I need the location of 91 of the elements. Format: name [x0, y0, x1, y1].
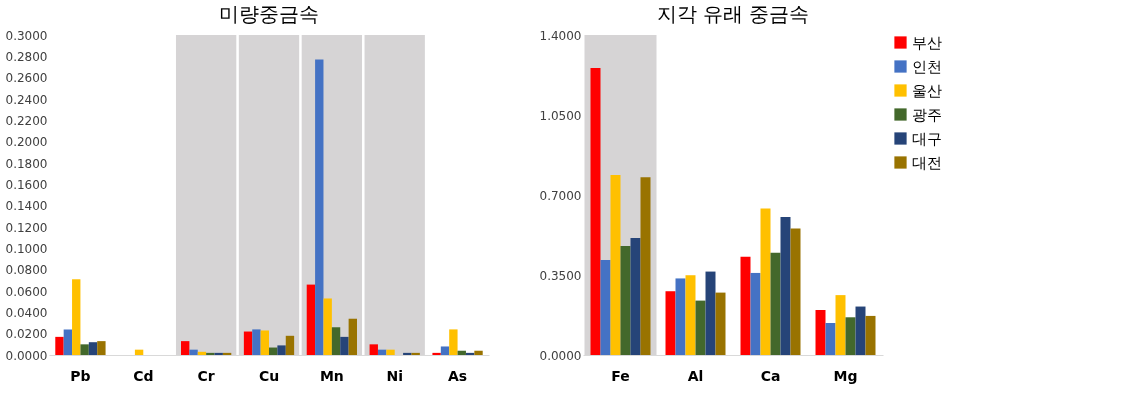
x-tick-label: Ni [386, 367, 403, 384]
bar [340, 336, 349, 355]
y-tick-label: 1.0500 [539, 108, 582, 123]
bar [865, 315, 876, 355]
y-tick-label: 0.0600 [5, 284, 48, 299]
bar [695, 300, 706, 355]
y-tick-label: 0.3500 [539, 268, 582, 283]
bar [835, 295, 846, 355]
bar [620, 245, 631, 355]
y-tick-label: 0.1600 [5, 177, 48, 192]
bar [790, 228, 801, 355]
legend-label: 울산 [912, 81, 942, 100]
x-tick-label: Mg [833, 367, 858, 384]
y-tick-label: 0.2600 [5, 71, 48, 86]
bar [760, 208, 771, 355]
y-tick-label: 0.7000 [539, 188, 582, 203]
bar [285, 335, 295, 355]
bar [675, 278, 686, 355]
bar [815, 309, 826, 355]
bar [432, 352, 441, 355]
y-tick-label: 0.3000 [5, 28, 48, 43]
bar [411, 352, 420, 355]
bar [80, 344, 89, 355]
y-tick-label: 0.0400 [5, 305, 48, 320]
y-tick-label: 1.4000 [539, 28, 582, 43]
bar [243, 331, 253, 355]
bar [685, 275, 696, 355]
legend-label: 대전 [912, 153, 942, 172]
y-tick-label: 0.0800 [5, 263, 48, 278]
x-tick-label: Cu [258, 367, 280, 384]
bar [252, 329, 261, 355]
bar [780, 216, 791, 355]
legend-label: 광주 [912, 105, 942, 124]
bar [386, 349, 395, 355]
y-tick-label: 0.2200 [5, 113, 48, 128]
legend-label: 부산 [912, 33, 942, 52]
x-tick-label: Fe [611, 367, 630, 384]
bar [369, 344, 378, 355]
bar [590, 67, 601, 355]
bar [474, 350, 483, 355]
bar [855, 306, 866, 355]
bar [323, 298, 332, 355]
y-tick-label: 0.0000 [5, 348, 48, 363]
bar [665, 291, 676, 355]
y-tick-label: 0.2400 [5, 92, 48, 107]
bar [181, 341, 190, 355]
y-tick-label: 0.1800 [5, 156, 48, 171]
y-tick-label: 0.1200 [5, 220, 48, 235]
chart-title: 미량중금속 [219, 2, 319, 26]
y-tick-label: 0.2800 [5, 49, 48, 64]
x-tick-label: As [447, 367, 468, 384]
x-tick-label: Al [687, 367, 704, 384]
bar [610, 174, 621, 355]
bar [206, 352, 215, 355]
bar [715, 292, 726, 355]
y-tick-label: 0.0000 [539, 348, 582, 363]
bar [348, 318, 357, 355]
y-tick-label: 0.1000 [5, 241, 48, 256]
bar [740, 256, 751, 355]
bar [315, 59, 324, 355]
y-tick-label: 0.1400 [5, 199, 48, 214]
legend-label: 인천 [912, 57, 942, 76]
bar [260, 330, 269, 355]
bar [705, 271, 716, 355]
x-tick-label: Cd [133, 367, 154, 384]
bar [55, 336, 64, 355]
bar [449, 329, 458, 355]
bar [97, 341, 106, 355]
bar [189, 349, 198, 355]
bar [750, 272, 761, 355]
bar [440, 346, 450, 355]
bar [845, 317, 856, 355]
x-tick-label: Ca [760, 367, 781, 384]
bar [770, 252, 781, 355]
bar [600, 259, 611, 355]
bar [630, 237, 641, 355]
bar [825, 323, 836, 355]
bar [88, 342, 98, 355]
legend-label: 대구 [912, 129, 942, 148]
bar [277, 345, 286, 355]
chart-title: 지각 유래 중금속 [656, 2, 810, 26]
bar [331, 327, 341, 355]
y-tick-label: 0.2000 [5, 135, 48, 150]
y-tick-label: 0.0200 [5, 327, 48, 342]
x-tick-label: Cr [197, 367, 215, 384]
bar [640, 177, 651, 355]
bar [306, 284, 316, 355]
x-tick-label: Mn [319, 367, 344, 384]
bar [63, 329, 73, 355]
x-tick-label: Pb [70, 367, 91, 384]
bar [72, 279, 81, 355]
